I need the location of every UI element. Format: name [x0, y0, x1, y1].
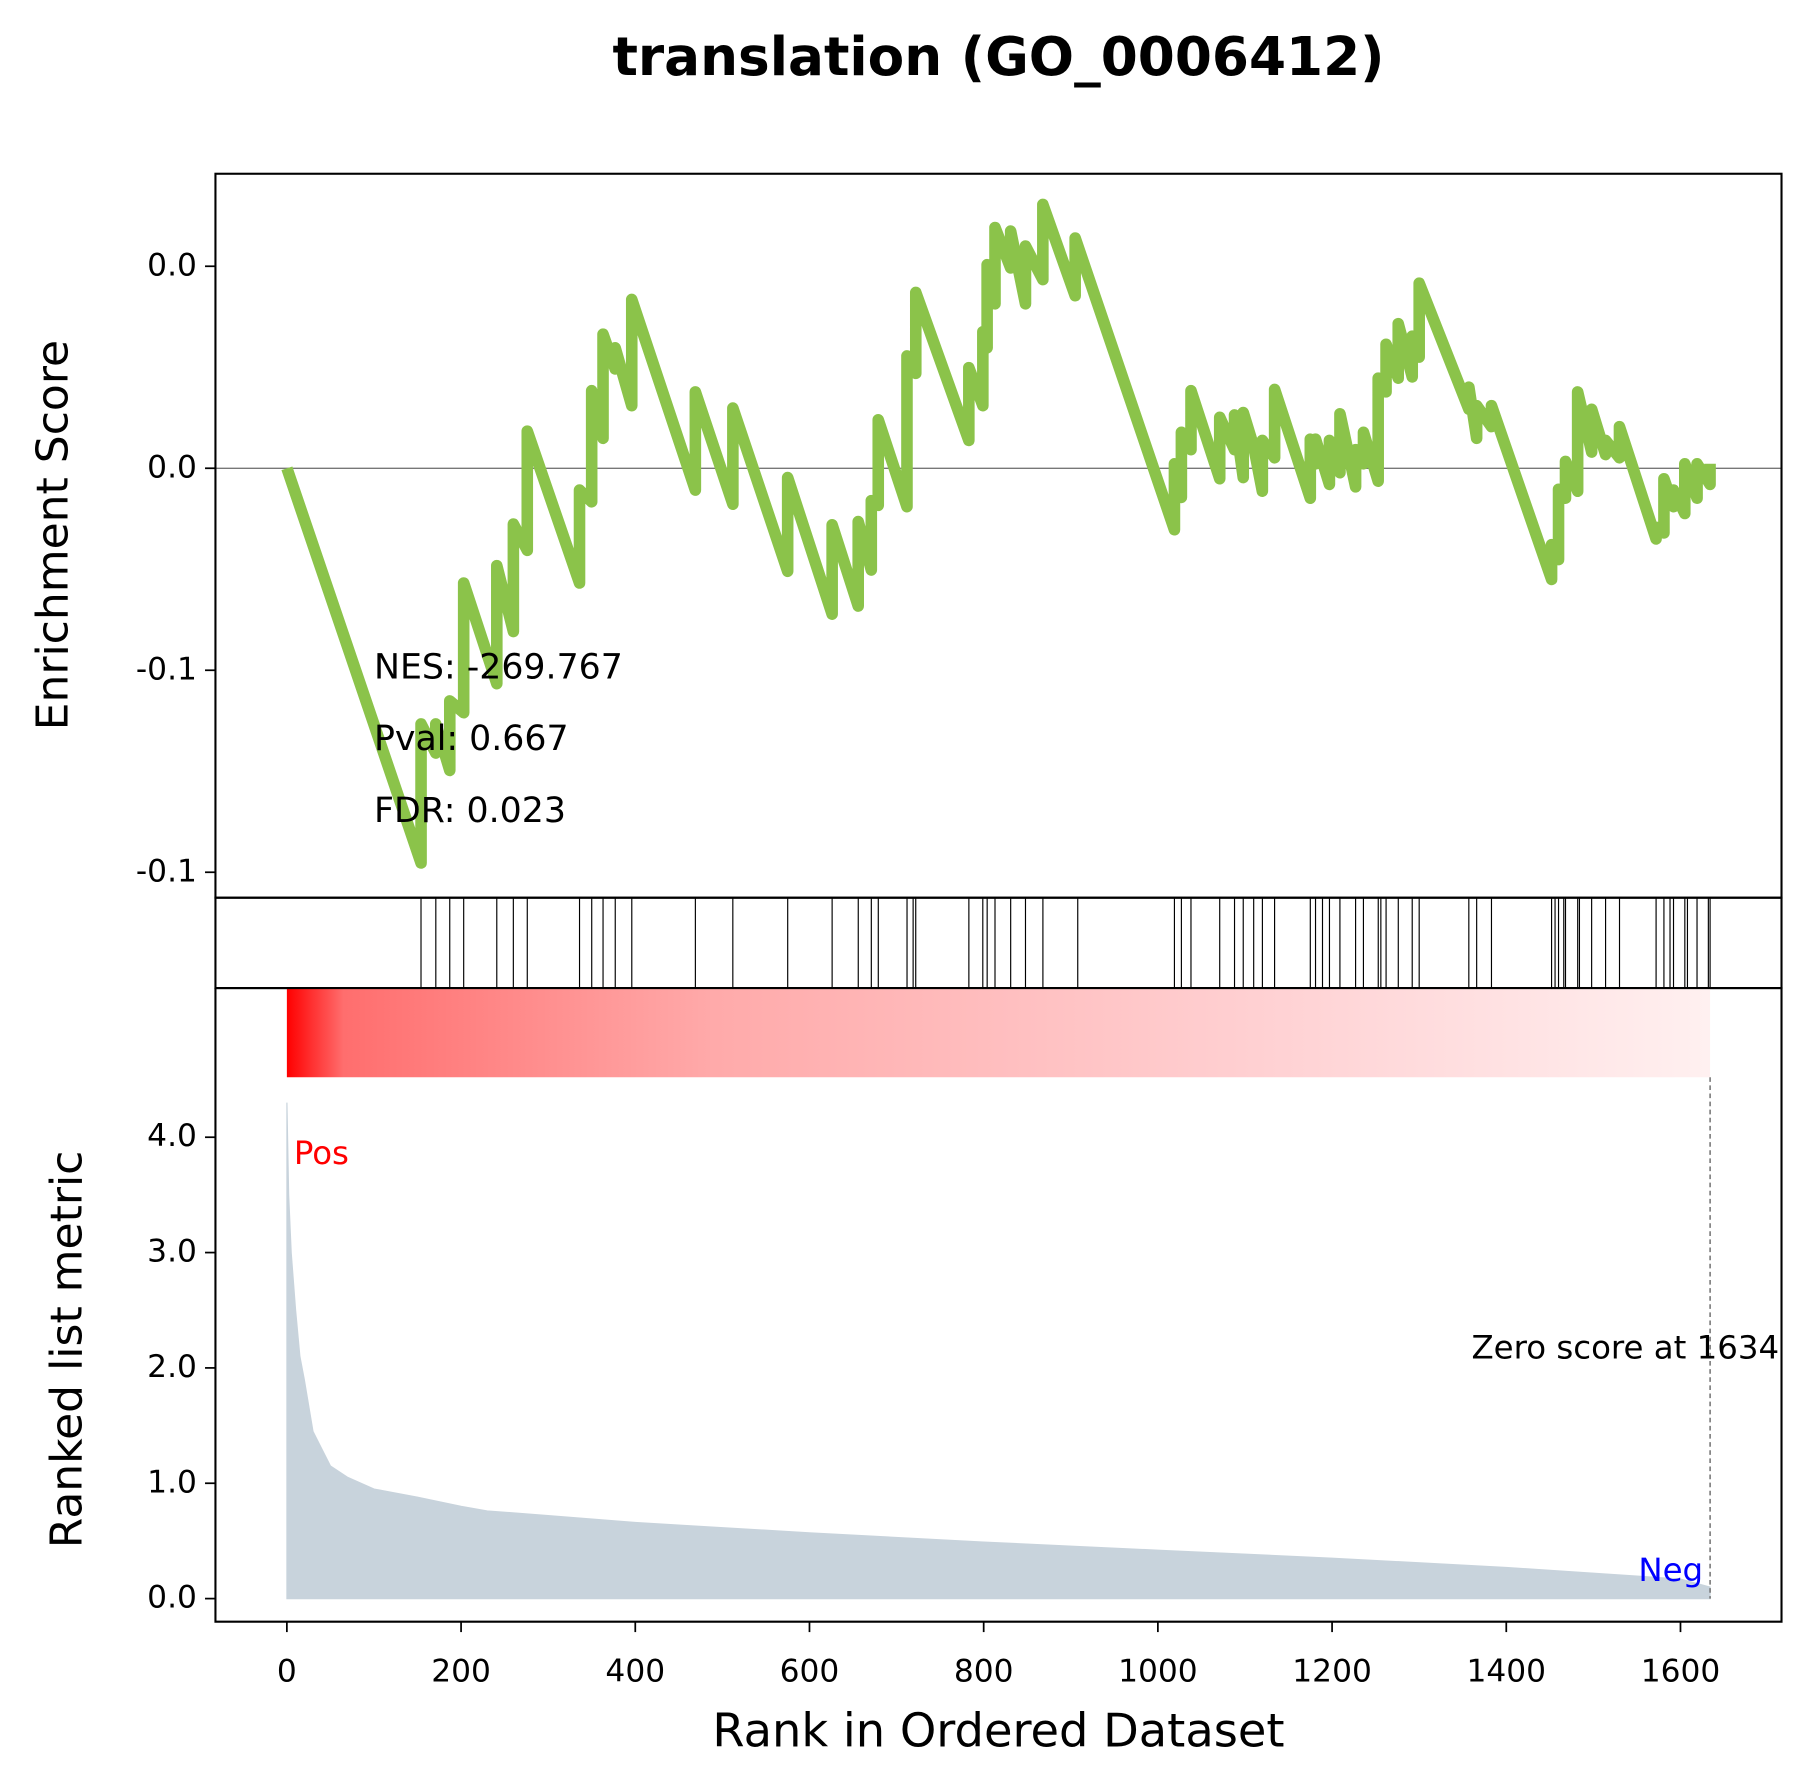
rank-colorbar — [286, 988, 1711, 1078]
x-tick-label: 200 — [431, 1654, 491, 1690]
hit-frame — [214, 896, 1783, 990]
y-tick-label: 0.0 — [147, 449, 197, 485]
y-tick-label: 4.0 — [147, 1118, 197, 1154]
y-tick-label: -0.1 — [136, 651, 197, 687]
x-tick-label: 800 — [954, 1654, 1014, 1690]
zero-score-label: Zero score at 1634 — [1471, 1328, 1779, 1366]
x-tick-label: 1200 — [1292, 1654, 1372, 1690]
y-tick-label: 0.0 — [147, 247, 197, 283]
pos-label: Pos — [294, 1134, 349, 1172]
y-axis-label: Ranked list metric — [42, 1151, 93, 1549]
x-tick-label: 400 — [605, 1654, 665, 1690]
x-tick-label: 1400 — [1466, 1654, 1546, 1690]
y-axis-label: Enrichment Score — [28, 340, 79, 730]
y-tick-label: -0.1 — [136, 853, 197, 889]
plot-frame — [214, 987, 1783, 1623]
x-tick-label: 0 — [277, 1654, 297, 1690]
metric-area — [286, 1102, 1711, 1600]
y-tick-label: 1.0 — [147, 1464, 197, 1500]
x-tick-label: 1600 — [1641, 1654, 1721, 1690]
annotation: Pval: 0.667 — [374, 719, 569, 759]
chart-title: translation (GO_0006412) — [612, 26, 1384, 88]
y-tick-label: 2.0 — [147, 1349, 197, 1385]
es-line — [281, 198, 1716, 869]
annotation: FDR: 0.023 — [374, 791, 566, 831]
neg-label: Neg — [1638, 1551, 1703, 1589]
x-axis-label: Rank in Ordered Dataset — [712, 1704, 1284, 1758]
x-tick-label: 600 — [780, 1654, 840, 1690]
annotation: NES: -269.767 — [374, 647, 623, 687]
x-tick-label: 1000 — [1118, 1654, 1198, 1690]
y-tick-label: 0.0 — [147, 1580, 197, 1616]
y-tick-label: 3.0 — [147, 1234, 197, 1270]
